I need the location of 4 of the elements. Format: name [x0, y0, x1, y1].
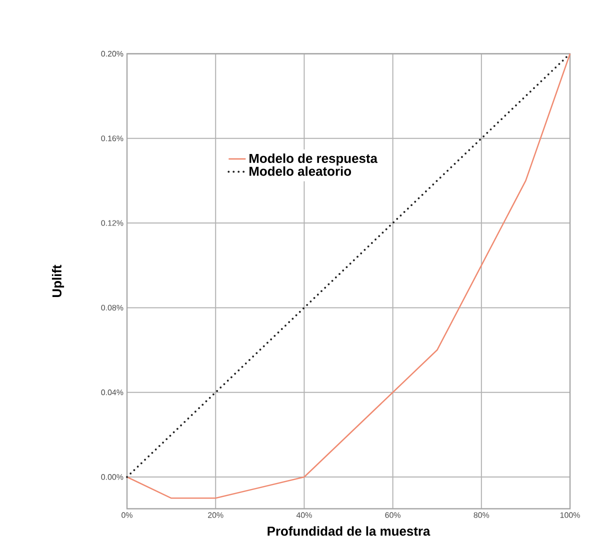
y-axis-title: Uplift	[52, 264, 64, 297]
legend-label: Modelo de respuesta	[250, 153, 378, 166]
x-axis-title: Profundidad de la muestra	[268, 526, 430, 536]
legend-label: Modelo aleatorio	[250, 166, 352, 176]
